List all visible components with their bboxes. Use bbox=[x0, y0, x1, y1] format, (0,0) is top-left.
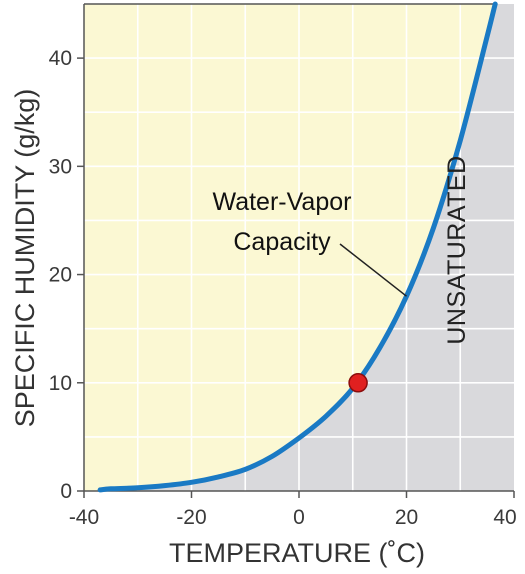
water-vapor-capacity-curve bbox=[97, 1, 498, 493]
x-tick-label: 40 bbox=[493, 506, 516, 529]
x-tick-label: -20 bbox=[176, 506, 206, 529]
x-tick-label: -40 bbox=[69, 506, 99, 529]
annotation-label-line-2: Capacity bbox=[233, 228, 331, 256]
x-axis-title: TEMPERATURE (˚C) bbox=[169, 538, 425, 568]
y-axis-ticks: 0 10 20 30 40 bbox=[49, 47, 84, 503]
x-tick-label: 20 bbox=[395, 506, 418, 529]
x-tick-label: 0 bbox=[293, 506, 305, 529]
y-axis-title: SPECIFIC HUMIDITY (g/kg) bbox=[10, 89, 40, 428]
annotation-leader-line bbox=[339, 243, 407, 297]
y-tick-label: 10 bbox=[49, 372, 72, 395]
y-tick-label: 0 bbox=[60, 480, 72, 503]
annotation-label-line-1: Water-Vapor bbox=[213, 188, 352, 216]
highlight-point bbox=[348, 373, 368, 393]
y-tick-label: 30 bbox=[49, 155, 72, 178]
x-axis-ticks: -40 -20 0 20 40 bbox=[69, 491, 517, 529]
unsaturated-region bbox=[100, 4, 514, 491]
y-tick-label: 20 bbox=[49, 264, 72, 287]
grid-lines bbox=[84, 4, 514, 491]
unsaturated-region-label: UNSATURATED bbox=[443, 155, 471, 344]
y-tick-label: 40 bbox=[49, 47, 72, 70]
